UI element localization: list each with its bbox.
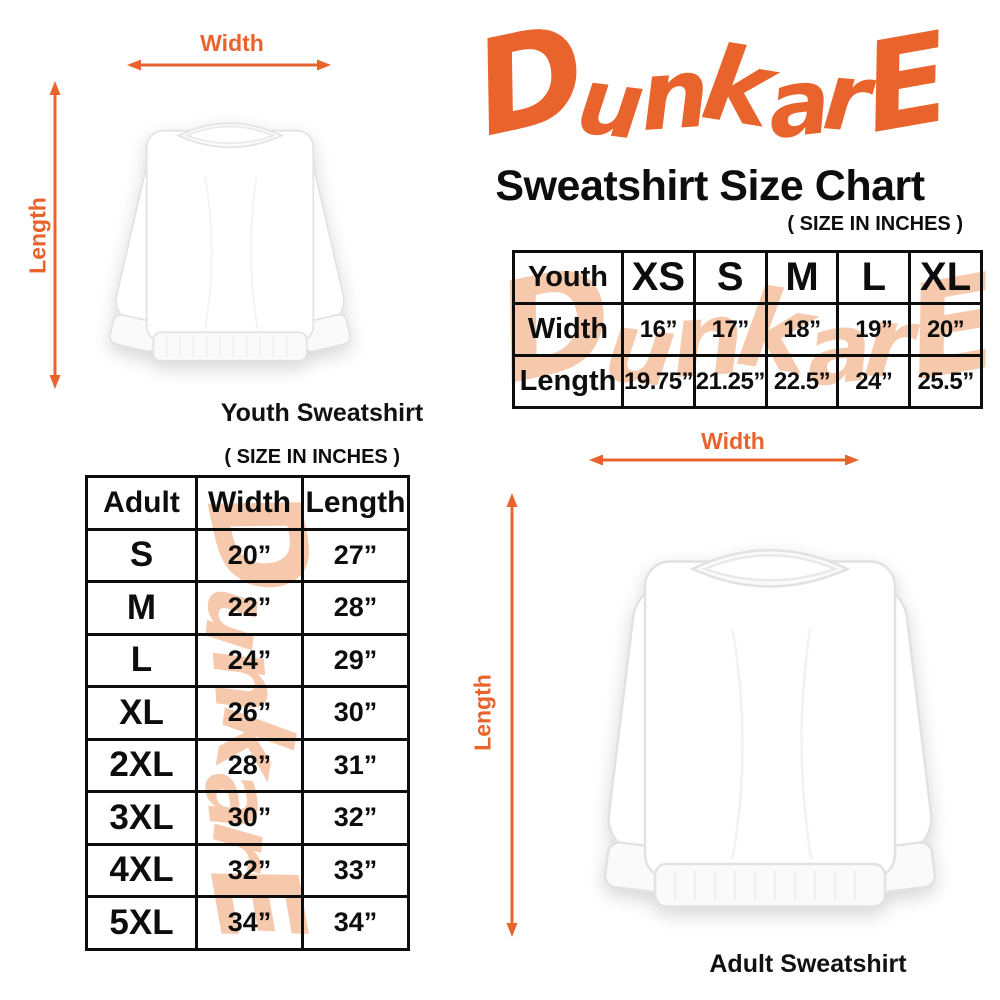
value-cell: 34”	[195, 895, 304, 951]
youth-length-arrow-icon	[49, 81, 61, 389]
column-header-cell: Youth	[512, 250, 624, 305]
row-header-cell: 4XL	[85, 842, 198, 898]
value-cell: 31”	[301, 737, 410, 793]
table-row: XL 26” 30”	[85, 685, 410, 741]
row-header-cell: 2XL	[85, 737, 198, 793]
column-header-cell: XS	[621, 250, 696, 305]
table-header-row: Youth XS S M L XL	[512, 250, 983, 305]
value-cell: 27”	[301, 527, 410, 583]
table-row: 4XL 32” 33”	[85, 842, 410, 898]
value-cell: 24”	[195, 632, 304, 688]
column-header-cell: Adult	[85, 475, 198, 531]
value-cell: 20”	[908, 302, 983, 357]
adult-size-note: ( SIZE IN INCHES )	[224, 446, 400, 468]
value-cell: 22”	[195, 580, 304, 636]
value-cell: 28”	[195, 737, 304, 793]
row-header-cell: 3XL	[85, 790, 198, 846]
row-header-cell: XL	[85, 685, 198, 741]
adult-length-arrow-icon	[506, 493, 518, 937]
value-cell: 30”	[301, 685, 410, 741]
value-cell: 28”	[301, 580, 410, 636]
value-cell: 34”	[301, 895, 410, 951]
table-row: 2XL 28” 31”	[85, 737, 410, 793]
logo-letter: k	[695, 22, 777, 152]
value-cell: 33”	[301, 842, 410, 898]
youth-width-arrow-icon	[127, 59, 331, 71]
table-row: Width 16” 17” 18” 19” 20”	[512, 302, 983, 357]
row-header-cell: Width	[512, 302, 624, 357]
value-cell: 25.5”	[908, 354, 983, 409]
row-header-cell: L	[85, 632, 198, 688]
value-cell: 32”	[195, 842, 304, 898]
value-cell: 26”	[195, 685, 304, 741]
value-cell: 21.25”	[692, 354, 768, 409]
adult-length-dimension-label: Length	[469, 674, 496, 751]
column-header-cell: XL	[908, 250, 983, 305]
row-header-cell: M	[85, 580, 198, 636]
table-row: 3XL 30” 32”	[85, 790, 410, 846]
column-header-cell: Length	[301, 475, 410, 531]
youth-sweatshirt-caption: Youth Sweatshirt	[220, 399, 424, 427]
table-row: S 20” 27”	[85, 527, 410, 583]
logo-letter: E	[853, 7, 956, 162]
adult-sweatshirt-image	[603, 549, 937, 908]
adult-sweatshirt-caption: Adult Sweatshirt	[709, 950, 907, 978]
youth-width-dimension-label: Width	[200, 30, 264, 56]
value-cell: 16”	[621, 302, 696, 357]
value-cell: 24”	[836, 354, 912, 409]
value-cell: 17”	[692, 302, 768, 357]
value-cell: 19.75”	[621, 354, 696, 409]
row-header-cell: S	[85, 527, 198, 583]
youth-sweatshirt-image	[109, 122, 351, 362]
logo-letter: u	[571, 46, 645, 161]
adult-width-dimension-label: Width	[701, 428, 765, 454]
table-row: L 24” 29”	[85, 632, 410, 688]
value-cell: 22.5”	[764, 354, 840, 409]
row-header-cell: 5XL	[85, 895, 198, 951]
value-cell: 29”	[301, 632, 410, 688]
value-cell: 19”	[836, 302, 912, 357]
row-header-cell: Length	[512, 354, 624, 409]
youth-size-note: ( SIZE IN INCHES )	[787, 213, 963, 235]
table-row: 5XL 34” 34”	[85, 895, 410, 951]
value-cell: 32”	[301, 790, 410, 846]
value-cell: 20”	[195, 527, 304, 583]
column-header-cell: M	[764, 250, 840, 305]
adult-size-table: Adult Width Length S 20” 27” M 22” 28” L 24” 29” XL 2…	[85, 475, 410, 951]
table-row: Length 19.75” 21.25” 22.5” 24” 25.5”	[512, 354, 983, 409]
table-row: M 22” 28”	[85, 580, 410, 636]
column-header-cell: L	[836, 250, 912, 305]
youth-size-table: Youth XS S M L XL Width 16” 17” 18” 19” 20” Length 19…	[512, 250, 983, 409]
adult-width-arrow-icon	[589, 454, 859, 466]
value-cell: 30”	[195, 790, 304, 846]
page-title: Sweatshirt Size Chart	[495, 162, 925, 210]
column-header-cell: S	[692, 250, 768, 305]
value-cell: 18”	[764, 302, 840, 357]
column-header-cell: Width	[195, 475, 304, 531]
table-header-row: Adult Width Length	[85, 475, 410, 531]
logo-letter: D	[461, 0, 594, 167]
